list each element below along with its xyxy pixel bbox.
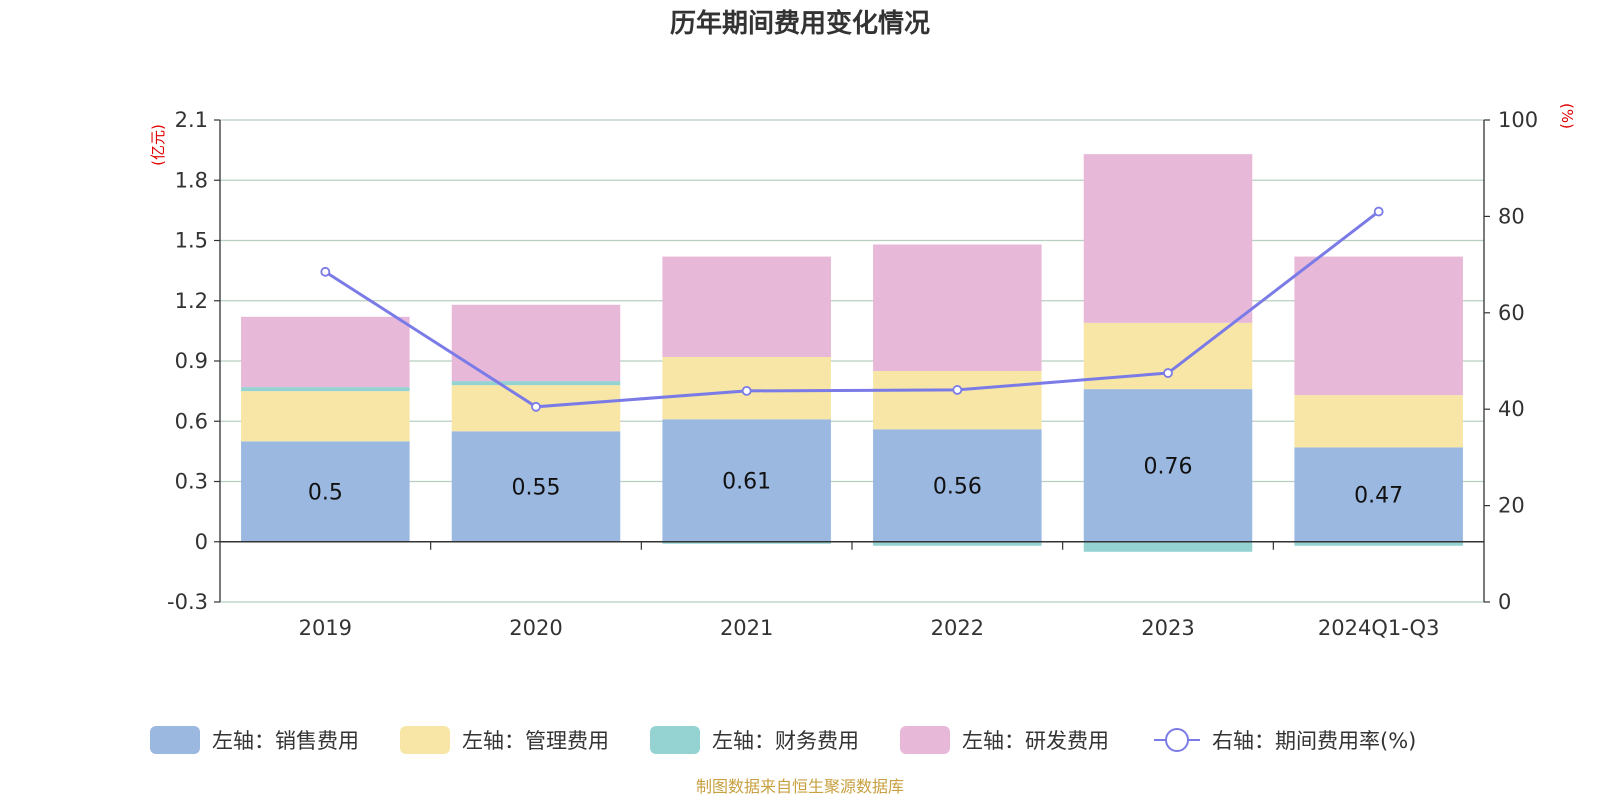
right-tick-label: 100 — [1498, 108, 1538, 132]
left-tick-label: 0.9 — [175, 349, 208, 373]
data-label: 0.47 — [1354, 484, 1403, 509]
legend-label: 左轴：研发费用 — [962, 729, 1109, 753]
data-label: 0.55 — [512, 476, 561, 501]
data-label: 0.76 — [1144, 454, 1193, 479]
bar-segment — [241, 391, 410, 442]
left-tick-label: 1.8 — [175, 168, 208, 192]
right-tick-label: 40 — [1498, 397, 1525, 421]
right-tick-label: 80 — [1498, 204, 1525, 228]
legend-label: 左轴：财务费用 — [712, 729, 859, 753]
bar-segment — [873, 429, 1042, 542]
right-tick-label: 60 — [1498, 301, 1525, 325]
axes: -0.3 0 0.3 0.6 0.9 1.2 1.5 1.8 2.1 0 20 40 60 80 100 20… — [167, 108, 1538, 640]
category-label: 2024Q1-Q3 — [1318, 616, 1440, 640]
category-label: 2022 — [931, 616, 984, 640]
bar-segment — [1294, 541, 1463, 546]
legend-swatch — [650, 726, 700, 754]
rate-line-point — [1163, 368, 1173, 378]
bar-segment — [1083, 154, 1253, 323]
bar-segment — [1294, 256, 1463, 396]
left-tick-label: 1.5 — [175, 229, 208, 253]
category-label: 2019 — [299, 616, 352, 640]
rate-line — [320, 206, 1384, 412]
bar-segment — [662, 419, 831, 542]
bar-segment — [241, 387, 410, 392]
bar-segment — [241, 316, 410, 388]
right-axis-unit: (%) — [1558, 103, 1576, 129]
legend-label: 左轴：管理费用 — [462, 729, 609, 753]
bar-segment — [1294, 395, 1463, 448]
right-tick-label: 0 — [1498, 590, 1511, 614]
rate-line-point — [1373, 206, 1384, 217]
left-axis-unit: (亿元) — [149, 124, 167, 166]
left-tick-label: -0.3 — [167, 590, 208, 614]
bar-segment — [241, 441, 410, 542]
left-tick-label: 0.6 — [175, 409, 208, 433]
bar-segment — [873, 244, 1042, 372]
bar-labels: 0.5 0.55 0.61 0.56 0.76 0.47 — [308, 454, 1403, 508]
bar-segment — [873, 541, 1042, 546]
legend-label: 左轴：销售费用 — [212, 729, 359, 753]
category-label: 2020 — [509, 616, 562, 640]
bar-segment — [451, 304, 621, 382]
rate-line-point — [320, 266, 331, 277]
data-label: 0.61 — [722, 469, 771, 494]
data-label: 0.5 — [308, 481, 343, 506]
left-tick-label: 1.2 — [175, 289, 208, 313]
bar-segment — [662, 256, 831, 357]
rate-line-path — [324, 210, 1380, 409]
rate-line-point — [952, 385, 963, 395]
bar-segment — [451, 431, 621, 542]
category-label: 2021 — [720, 616, 773, 640]
legend-label: 右轴：期间费用率(%) — [1212, 729, 1416, 753]
legend-swatch-marker — [1165, 728, 1189, 752]
bars — [241, 154, 1463, 552]
bar-segment — [1294, 447, 1463, 542]
data-label: 0.56 — [933, 475, 982, 500]
source-note: 制图数据来自恒生聚源数据库 — [696, 777, 904, 796]
legend-swatch — [900, 726, 950, 754]
legend-swatch — [150, 726, 200, 754]
legend: 左轴：销售费用 左轴：管理费用 左轴：财务费用 左轴：研发费用 右轴：期间费用率(%) — [150, 726, 1416, 754]
bar-segment — [873, 371, 1042, 430]
right-tick-label: 20 — [1498, 494, 1525, 518]
left-tick-label: 2.1 — [175, 108, 208, 132]
rate-line-point — [531, 401, 541, 412]
category-label: 2023 — [1141, 616, 1194, 640]
bar-segment — [1083, 541, 1253, 552]
bar-segment — [662, 541, 831, 544]
legend-swatch — [400, 726, 450, 754]
chart-title: 历年期间费用变化情况 — [670, 8, 930, 39]
rate-line-point — [741, 385, 752, 396]
bar-segment — [451, 381, 621, 386]
left-tick-label: 0.3 — [175, 470, 208, 494]
bar-segment — [1083, 389, 1253, 542]
left-tick-label: 0 — [195, 530, 208, 554]
